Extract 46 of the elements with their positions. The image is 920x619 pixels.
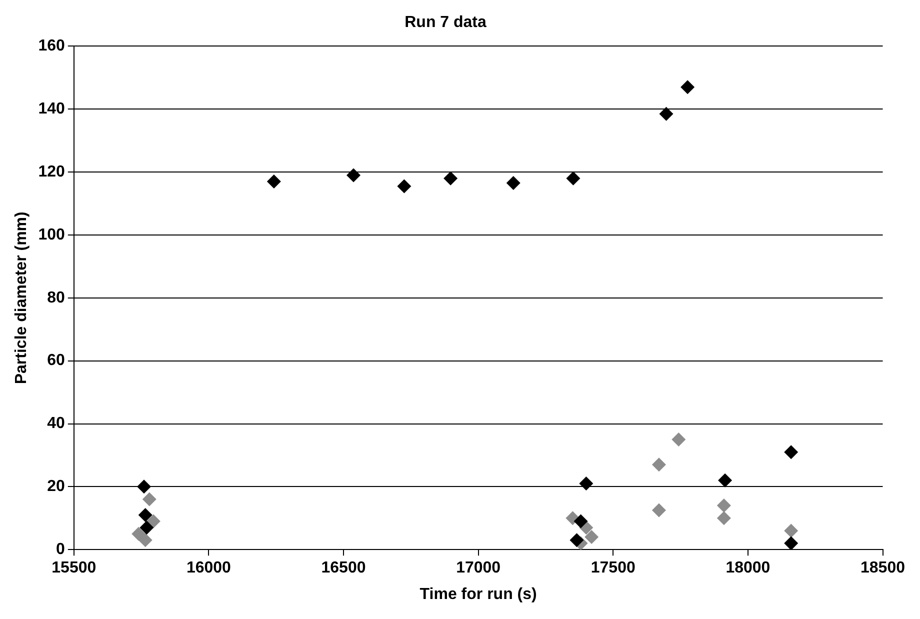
- y-tick-label: 120: [38, 163, 65, 180]
- point: [652, 458, 666, 472]
- point: [142, 492, 156, 506]
- point: [574, 514, 588, 528]
- point: [579, 476, 594, 491]
- x-tick-label: 15500: [52, 560, 96, 577]
- point: [136, 480, 151, 494]
- y-axis-title: Particle diameter (mm): [13, 212, 30, 384]
- point: [718, 473, 732, 488]
- x-tick-label: 18000: [726, 560, 770, 577]
- point: [584, 530, 599, 544]
- point: [346, 168, 360, 182]
- y-tick-label: 20: [47, 478, 65, 496]
- y-tick-label: 160: [38, 38, 65, 55]
- x-tick-label: 17000: [456, 560, 501, 577]
- y-tick-label: 140: [38, 100, 65, 118]
- point: [138, 508, 152, 522]
- point: [784, 536, 798, 550]
- point: [784, 445, 798, 460]
- x-axis-title: Time for run (s): [420, 586, 537, 603]
- point: [680, 80, 695, 94]
- point: [397, 179, 412, 194]
- y-tick-label: 100: [38, 226, 65, 244]
- point: [659, 106, 674, 121]
- chart-title: Run 7 data: [404, 14, 486, 32]
- y-tick-label: 60: [47, 352, 65, 370]
- point: [652, 503, 666, 518]
- point: [570, 533, 584, 548]
- x-tick-label: 16000: [186, 560, 232, 577]
- point: [716, 511, 731, 526]
- point: [132, 526, 146, 541]
- x-tick-label: 17500: [590, 560, 636, 577]
- y-tick-label: 0: [56, 541, 65, 558]
- point: [566, 171, 580, 186]
- point: [716, 498, 731, 513]
- x-tick-label: 16500: [321, 560, 366, 577]
- x-tick-label: 18500: [860, 560, 906, 577]
- y-tick-label: 40: [47, 415, 65, 432]
- point: [138, 533, 152, 548]
- point: [506, 176, 520, 190]
- point: [444, 171, 458, 186]
- point: [140, 520, 154, 535]
- point: [672, 432, 686, 446]
- point: [266, 174, 281, 188]
- point: [784, 524, 798, 538]
- y-tick-label: 80: [47, 289, 65, 306]
